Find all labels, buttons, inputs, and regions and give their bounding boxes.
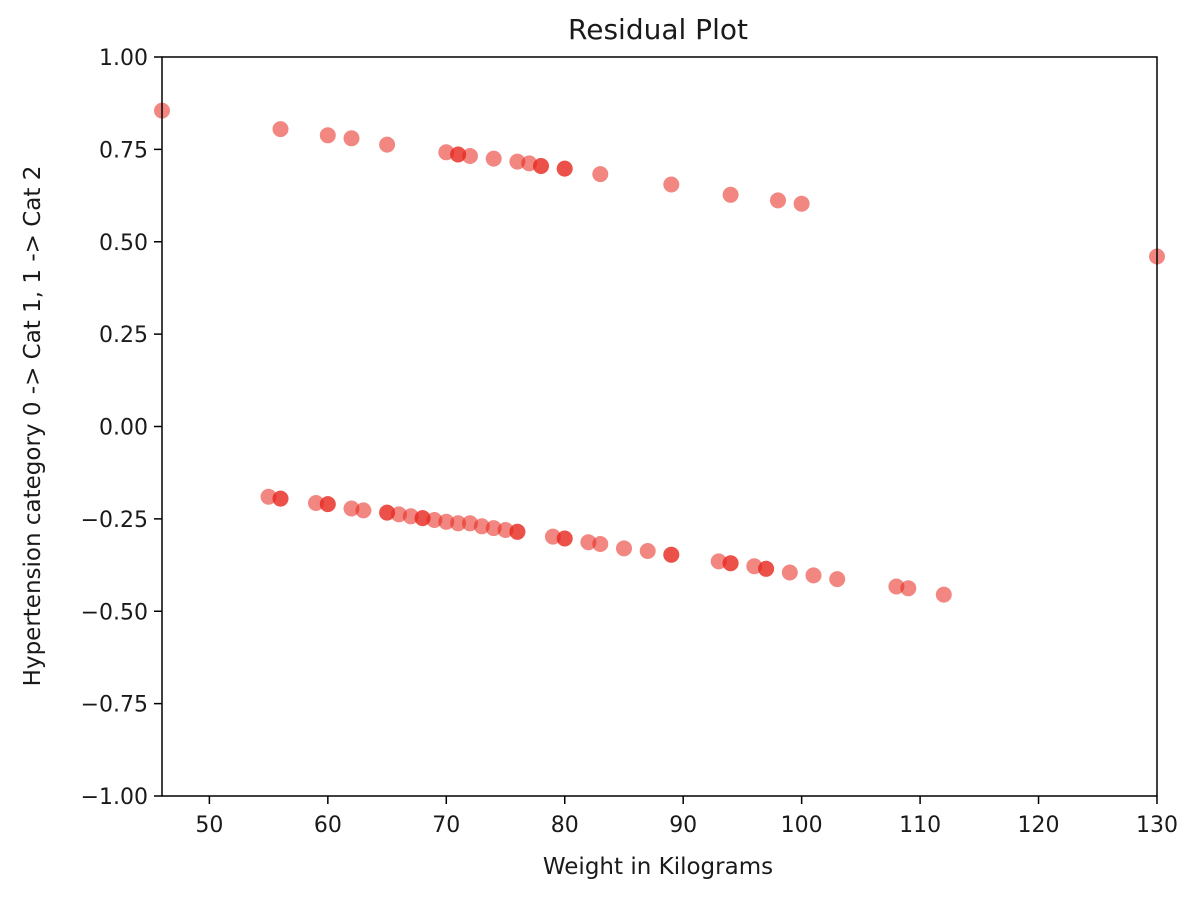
data-point [580, 534, 597, 551]
data-point [639, 543, 656, 559]
data-point [402, 508, 419, 525]
data-point [355, 502, 372, 519]
data-point [770, 192, 786, 209]
chart-title: Residual Plot [568, 13, 748, 46]
y-axis-ticks: −1.00 −0.75 −0.50 −0.25 0.00 0.25 0.50 0.75 1.00 [81, 46, 162, 810]
data-point [900, 580, 917, 597]
x-axis-ticks: 50 60 70 80 90 100 110 120 130 [195, 796, 1178, 838]
data-point [485, 150, 502, 167]
data-point [485, 520, 502, 537]
x-tick-label: 50 [195, 813, 223, 838]
data-point [509, 523, 526, 540]
x-tick-label: 60 [314, 813, 342, 838]
y-tick-label: 0.50 [99, 231, 148, 256]
data-point [829, 571, 846, 588]
data-point [663, 546, 680, 563]
data-point [793, 195, 810, 212]
data-point [379, 136, 396, 153]
data-point [473, 518, 490, 535]
y-axis-label: Hypertension category 0 -> Cat 1, 1 -> C… [20, 166, 46, 687]
data-point [544, 528, 561, 545]
data-point [272, 490, 289, 507]
data-point [663, 176, 680, 193]
data-point [319, 496, 336, 513]
data-point [533, 158, 549, 174]
data-point [426, 512, 443, 528]
data-point [556, 530, 573, 547]
data-point [414, 510, 431, 527]
plot-frame [161, 56, 1158, 797]
data-point [272, 121, 289, 138]
data-point [592, 536, 609, 552]
y-tick-label: 0.25 [99, 323, 148, 348]
data-point [379, 504, 396, 521]
y-tick-label: 0.75 [99, 138, 148, 163]
y-tick-label: 1.00 [99, 46, 148, 71]
data-points [154, 102, 1165, 603]
data-point [438, 144, 455, 161]
x-tick-label: 110 [899, 813, 941, 838]
x-tick-label: 130 [1136, 813, 1178, 838]
data-point [450, 146, 467, 163]
data-point [390, 506, 407, 523]
x-tick-label: 100 [781, 813, 823, 838]
y-tick-label: 0.00 [99, 416, 148, 441]
y-tick-label: −0.25 [81, 508, 148, 533]
y-tick-label: −1.00 [81, 785, 148, 810]
y-tick-label: −0.75 [81, 693, 148, 718]
data-point [888, 578, 905, 595]
data-point [592, 166, 609, 183]
data-point [781, 564, 798, 581]
data-point [343, 130, 360, 147]
data-point [260, 488, 277, 505]
data-point [497, 522, 514, 538]
data-point [710, 553, 727, 570]
data-point [556, 160, 573, 177]
data-point [758, 560, 775, 577]
data-point [805, 567, 822, 584]
data-point [509, 153, 526, 170]
x-tick-label: 90 [669, 813, 697, 838]
data-point [308, 495, 324, 511]
x-tick-label: 80 [551, 813, 579, 838]
data-point [319, 127, 336, 144]
data-point [935, 586, 952, 603]
data-point [450, 515, 467, 532]
x-tick-label: 120 [1018, 813, 1060, 838]
x-tick-label: 70 [432, 813, 460, 838]
data-point [343, 500, 360, 517]
y-tick-label: −0.50 [81, 600, 148, 625]
data-point [616, 540, 632, 557]
data-point [722, 186, 739, 203]
data-point [722, 555, 739, 572]
x-axis-label: Weight in Kilograms [543, 854, 773, 880]
data-point [462, 148, 478, 164]
data-point [438, 513, 455, 530]
